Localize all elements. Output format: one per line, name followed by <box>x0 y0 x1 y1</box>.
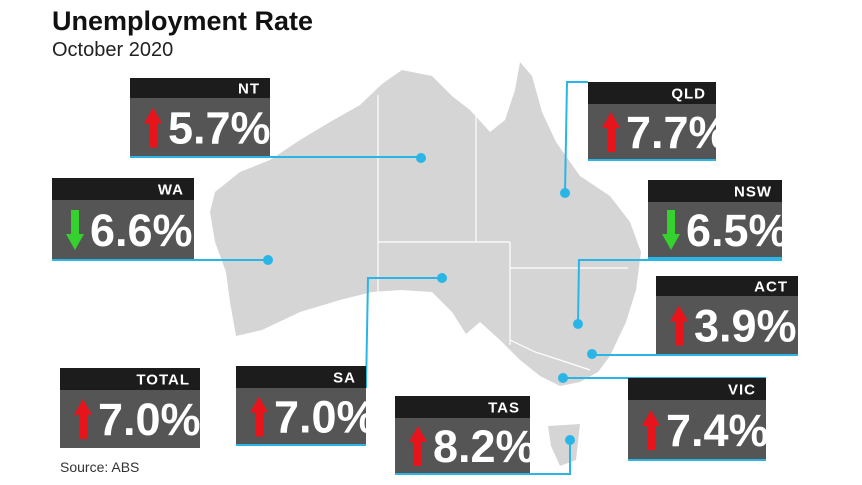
box-header <box>628 378 766 400</box>
trend-arrow <box>250 396 268 437</box>
region-value: 5.7% <box>168 103 271 154</box>
trend-arrow <box>670 305 688 346</box>
region-box: NT 5.7% <box>130 78 271 158</box>
region-box: TOTAL 7.0% <box>60 368 201 448</box>
location-dot <box>416 153 426 163</box>
location-dot <box>565 435 575 445</box>
location-dot <box>437 273 447 283</box>
region-name: QLD <box>671 86 706 103</box>
region-name: NT <box>238 81 260 98</box>
connector-line <box>365 277 442 389</box>
connector-line <box>564 81 588 194</box>
mainland <box>210 62 641 386</box>
state-borders <box>377 95 628 371</box>
region-value: 6.6% <box>90 205 193 256</box>
connector-line <box>577 259 782 325</box>
box-header <box>60 368 200 390</box>
location-dot <box>558 373 568 383</box>
box-header <box>52 178 194 200</box>
region-value: 7.7% <box>626 107 729 158</box>
region-box: QLD 7.7% <box>588 82 729 161</box>
region-box: TAS 8.2% <box>395 396 536 475</box>
region-box: WA 6.6% <box>52 178 194 261</box>
box-header <box>395 396 530 418</box>
location-dot <box>560 188 570 198</box>
box-header <box>130 78 270 98</box>
region-value: 6.5% <box>686 205 789 256</box>
region-box: VIC 7.4% <box>628 378 769 461</box>
trend-arrow <box>602 112 620 152</box>
region-name: NSW <box>734 184 772 201</box>
region-value: 3.9% <box>694 301 797 352</box>
region-name: TAS <box>488 400 520 417</box>
location-dot <box>573 319 583 329</box>
source: Source: ABS <box>60 459 139 475</box>
trend-arrow <box>74 399 92 439</box>
region-value: 7.0% <box>98 394 201 445</box>
region-name: SA <box>333 370 356 387</box>
region-value: 7.4% <box>666 405 769 456</box>
trend-arrow <box>409 426 427 466</box>
region-box: ACT 3.9% <box>656 276 798 356</box>
title: Unemployment Rate <box>52 6 313 36</box>
trend-arrow <box>144 107 162 148</box>
box-header <box>588 82 716 104</box>
subtitle: October 2020 <box>52 39 173 61</box>
location-dot <box>587 349 597 359</box>
australia-map <box>210 62 641 466</box>
trend-arrow <box>66 210 84 250</box>
trend-arrow <box>662 210 680 250</box>
region-name: ACT <box>754 279 788 296</box>
box-header <box>656 276 798 296</box>
trend-arrow <box>642 410 660 450</box>
region-value: 7.0% <box>274 392 377 443</box>
region-box: SA 7.0% <box>236 366 377 446</box>
region-name: VIC <box>728 382 756 399</box>
box-header <box>236 366 366 388</box>
region-name: WA <box>158 182 184 199</box>
tasmania <box>548 424 580 466</box>
region-name: TOTAL <box>136 372 190 389</box>
region-value: 8.2% <box>433 421 536 472</box>
region-box: NSW 6.5% <box>648 180 789 259</box>
location-dot <box>263 255 273 265</box>
box-header <box>648 180 782 202</box>
